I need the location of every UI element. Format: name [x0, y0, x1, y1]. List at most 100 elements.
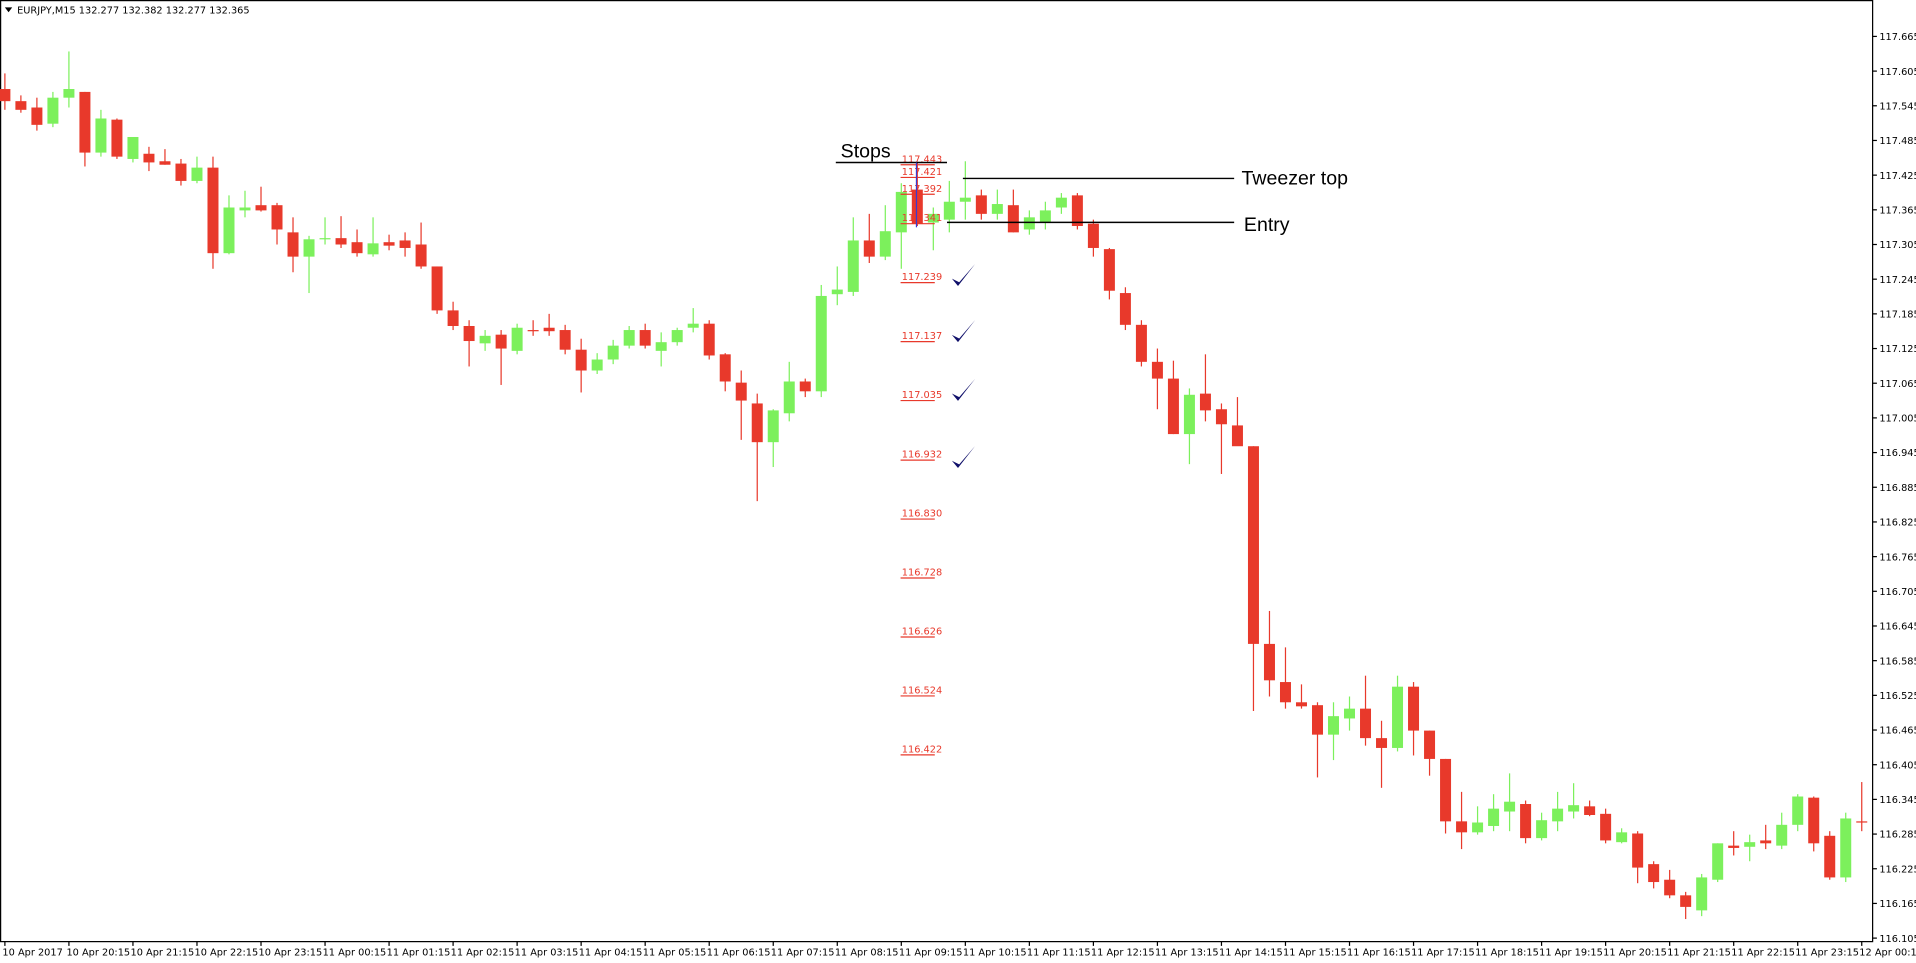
candle-body — [1119, 293, 1131, 325]
x-tick-label: 11 Apr 06:15 — [707, 948, 771, 959]
x-tick-label: 11 Apr 07:15 — [771, 948, 835, 959]
chart-title: EURJPY,M15 132.277 132.382 132.277 132.3… — [17, 5, 250, 16]
candle-body — [271, 205, 283, 230]
candle-body — [143, 153, 155, 163]
x-tick-label: 11 Apr 00:15 — [323, 948, 387, 959]
candle-body — [207, 167, 219, 254]
y-tick-label: 117.425 — [1879, 171, 1916, 182]
x-tick-label: 11 Apr 01:15 — [387, 948, 451, 959]
y-tick-label: 116.585 — [1879, 656, 1916, 667]
candle-body — [639, 330, 651, 346]
candle-body — [1824, 835, 1836, 878]
candle-body — [751, 403, 763, 443]
x-tick-label: 11 Apr 21:15 — [1667, 948, 1731, 959]
y-tick-label: 116.645 — [1879, 622, 1916, 633]
candle-body — [175, 163, 187, 181]
candle-body — [1087, 223, 1099, 248]
candle-body — [1023, 217, 1035, 230]
candle-body — [543, 327, 555, 332]
candle-body — [47, 97, 59, 124]
x-tick-label: 11 Apr 22:15 — [1731, 948, 1795, 959]
candle-body — [895, 191, 907, 233]
y-tick-label: 116.825 — [1879, 518, 1916, 529]
x-tick-label: 11 Apr 12:15 — [1091, 948, 1155, 959]
candle-body — [0, 89, 11, 102]
x-tick-label: 11 Apr 04:15 — [579, 948, 643, 959]
level-label: 116.626 — [902, 627, 942, 638]
candle-body — [1840, 818, 1852, 878]
candle-body — [911, 189, 923, 224]
candle-body — [559, 330, 571, 350]
y-tick-label: 117.365 — [1879, 205, 1916, 216]
y-tick-label: 116.405 — [1879, 760, 1916, 771]
candle-body — [1552, 808, 1564, 822]
candle-body — [1151, 361, 1163, 379]
x-tick-label: 10 Apr 2017 — [2, 948, 62, 959]
y-tick-label: 116.765 — [1879, 552, 1916, 563]
y-tick-label: 116.105 — [1879, 934, 1916, 945]
candle-body — [1472, 822, 1484, 833]
x-tick-label: 11 Apr 18:15 — [1475, 948, 1539, 959]
x-tick-label: 11 Apr 11:15 — [1027, 948, 1091, 959]
x-tick-label: 11 Apr 17:15 — [1411, 948, 1475, 959]
candle-body — [927, 213, 939, 223]
y-tick-label: 116.165 — [1879, 899, 1916, 910]
candle-body — [1488, 808, 1500, 826]
candle-body — [1760, 840, 1772, 844]
candle-body — [1103, 249, 1115, 291]
candle-body — [1199, 393, 1211, 411]
candle-body — [1007, 205, 1019, 233]
annotation: Stops — [841, 141, 891, 163]
candle-body — [719, 354, 731, 382]
candle-body — [447, 310, 459, 326]
x-tick-label: 11 Apr 09:15 — [899, 948, 963, 959]
candle-body — [31, 107, 43, 125]
candle-body — [1808, 797, 1820, 844]
candle-body — [1328, 716, 1340, 735]
candle-body — [863, 240, 875, 257]
menu-arrow[interactable] — [4, 7, 13, 13]
candle-body — [15, 101, 27, 110]
candle-body — [239, 207, 251, 211]
candle-body — [527, 330, 539, 332]
x-tick-label: 10 Apr 22:15 — [195, 948, 259, 959]
candle-body — [1856, 821, 1868, 823]
candle-body — [623, 330, 635, 346]
candle-body — [1632, 833, 1644, 868]
candle-body — [1183, 394, 1195, 435]
candle-body — [79, 91, 91, 153]
y-tick-label: 117.005 — [1879, 414, 1916, 425]
y-tick-label: 117.305 — [1879, 240, 1916, 251]
y-tick-label: 116.345 — [1879, 795, 1916, 806]
candle-body — [287, 232, 299, 257]
candle-body — [1263, 643, 1275, 681]
candle-body — [415, 244, 427, 267]
x-tick-label: 10 Apr 23:15 — [259, 948, 323, 959]
candle-body — [1376, 738, 1388, 748]
x-tick-label: 11 Apr 02:15 — [451, 948, 515, 959]
candle-body — [1231, 425, 1243, 447]
candle-body — [1744, 842, 1756, 847]
level-label: 117.239 — [902, 272, 942, 283]
candle-body — [335, 238, 347, 245]
y-tick-label: 116.705 — [1879, 587, 1916, 598]
x-tick-label: 11 Apr 13:15 — [1155, 948, 1219, 959]
candle-body — [671, 330, 683, 343]
candle-body — [1344, 708, 1356, 719]
annotation: Tweezer top — [1241, 168, 1348, 190]
candle-body — [1600, 813, 1612, 841]
x-tick-label: 11 Apr 15:15 — [1283, 948, 1347, 959]
candle-body — [767, 410, 779, 443]
candle-body — [1648, 864, 1660, 883]
candle-body — [607, 345, 619, 360]
candle-body — [1504, 801, 1516, 812]
level-label: 117.341 — [902, 213, 942, 224]
candle-body — [1680, 895, 1692, 907]
candle-body — [1712, 843, 1724, 880]
candle-body — [1424, 730, 1436, 759]
candle-body — [1167, 378, 1179, 435]
x-tick-label: 11 Apr 16:15 — [1347, 948, 1411, 959]
plot-frame — [0, 0, 1874, 943]
